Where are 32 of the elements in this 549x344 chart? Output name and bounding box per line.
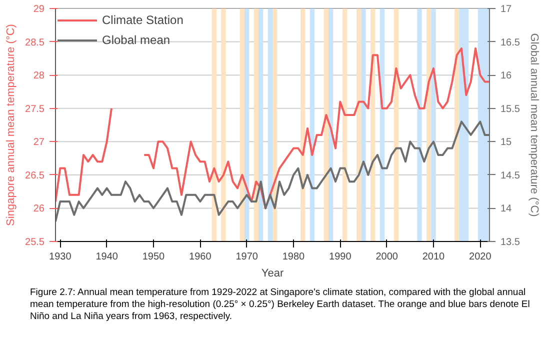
y2-tick-label: 13.5 — [500, 237, 520, 248]
y-tick-label: 28.5 — [25, 37, 45, 48]
y-tick-label: 27.5 — [25, 104, 45, 115]
caption: Figure 2.7: Annual mean temperature from 1929-2022 at Singapore's climate station, compared with the global annual mean temperature from the high-resolution (0.25° × 0.25°) Berkeley Earth dataset. The orange and blue bars denote El Niño and La Niña years from 1963, respectively. — [30, 287, 531, 323]
y2-tick-label: 17 — [500, 4, 512, 15]
x-tick-label: 1990 — [329, 252, 352, 262]
y2-tick-label: 14.5 — [500, 170, 520, 182]
y-axis-title: Singapore annual mean temperature (°C) — [5, 24, 18, 226]
y-tick-label: 29 — [33, 4, 45, 15]
y2-tick-label: 16 — [500, 70, 512, 82]
y-tick-label: 26.5 — [25, 170, 45, 182]
x-tick-label: 2000 — [376, 252, 398, 262]
legend-label: Global mean — [102, 33, 170, 47]
x-tick-label: 1950 — [142, 252, 166, 262]
y-tick-label: 27 — [33, 137, 45, 148]
x-tick-label: 1940 — [96, 252, 118, 262]
y-tick-label: 26 — [33, 204, 45, 215]
y2-tick-label: 14 — [500, 204, 512, 215]
y2-tick-label: 15.5 — [500, 104, 520, 115]
y2-axis-title: Global annual mean temperature (°C) — [528, 33, 540, 217]
x-tick-label: 2020 — [469, 252, 492, 262]
y-tick-label: 25.5 — [25, 237, 45, 248]
x-tick-label: 1980 — [282, 252, 306, 262]
y2-tick-label: 16.5 — [500, 37, 520, 48]
x-tick-label: 1960 — [189, 252, 212, 262]
legend-label: Climate Station — [102, 13, 184, 27]
x-tick-label: 1930 — [49, 252, 72, 262]
y-tick-label: 28 — [33, 70, 45, 82]
x-axis-title: Year — [261, 268, 284, 280]
x-tick-label: 1970 — [236, 252, 258, 262]
x-tick-label: 2010 — [422, 252, 446, 262]
y2-tick-label: 15 — [500, 137, 512, 148]
